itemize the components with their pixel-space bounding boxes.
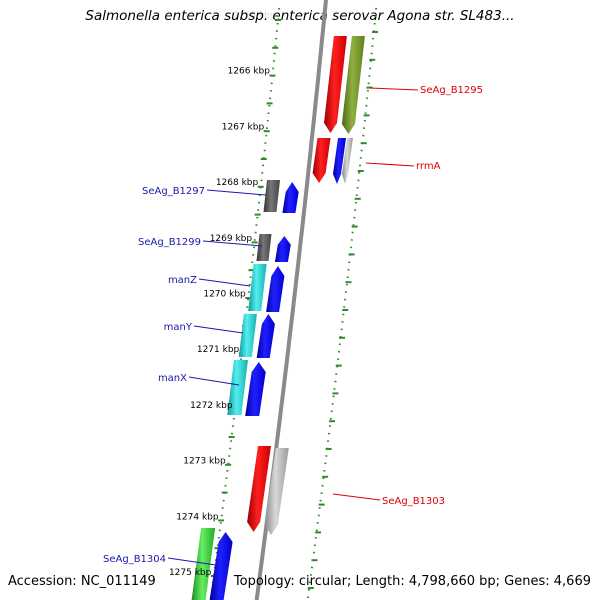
- gene-feature-12[interactable]: [238, 314, 257, 357]
- map-title: Salmonella enterica subsp. enterica sero…: [85, 8, 515, 24]
- gene-feature-15[interactable]: [245, 362, 266, 416]
- gene-feature-18[interactable]: [191, 528, 216, 600]
- gene-label[interactable]: SeAg_B1304: [103, 554, 166, 565]
- ruler-label: 1272 kbp: [190, 401, 233, 411]
- leader-line: [202, 240, 263, 247]
- ruler-label: 1265 kbp: [233, 11, 276, 21]
- leader-line: [193, 325, 244, 334]
- gene-labels: SeAg_B1295 rrmA SeAg_B1297 SeAg_B1299 manZ ma…: [103, 85, 483, 566]
- ruler-label: 1270 kbp: [203, 290, 246, 300]
- gene-feature-4[interactable]: [333, 138, 346, 184]
- gene-feature-3[interactable]: [312, 138, 331, 183]
- leader-line: [198, 278, 251, 287]
- leader-line: [206, 189, 267, 196]
- gene-feature-1[interactable]: [324, 36, 347, 133]
- leader-line: [167, 557, 217, 566]
- ruler-labels: 1265 kbp 1266 kbp 1267 kbp 1268 kbp 1269 kbp…: [169, 11, 276, 578]
- ruler-label: 1274 kbp: [176, 512, 219, 522]
- gene-feature-19[interactable]: [209, 532, 233, 600]
- gene-label[interactable]: SeAg_B1299: [138, 237, 201, 248]
- gene-feature-2[interactable]: [341, 36, 365, 134]
- ruler-label: 1267 kbp: [222, 122, 265, 132]
- accession-text: Accession: NC_011149: [8, 574, 156, 589]
- gene-feature-13[interactable]: [256, 314, 275, 358]
- gene-label[interactable]: SeAg_B1303: [382, 496, 445, 507]
- gene-label[interactable]: rrmA: [416, 161, 441, 172]
- leader-line: [188, 376, 240, 386]
- ruler-label: 1275 kbp: [169, 568, 212, 578]
- gene-feature-11[interactable]: [266, 266, 285, 312]
- gene-feature-17[interactable]: [264, 448, 289, 535]
- gene-feature-14[interactable]: [227, 360, 248, 415]
- ruler-label: 1266 kbp: [228, 67, 271, 77]
- ruler-label: 1273 kbp: [183, 457, 226, 467]
- gene-label[interactable]: SeAg_B1295: [420, 85, 483, 96]
- gene-feature-16[interactable]: [247, 446, 271, 532]
- gene-feature-8[interactable]: [256, 234, 272, 261]
- gene-feature-9[interactable]: [274, 236, 291, 262]
- gene-feature-10[interactable]: [248, 264, 267, 311]
- gene-label[interactable]: manY: [164, 322, 193, 333]
- gene-feature-6[interactable]: [263, 180, 281, 212]
- gene-features: [191, 36, 365, 600]
- gene-label[interactable]: SeAg_B1297: [142, 186, 205, 197]
- leader-line: [365, 162, 415, 167]
- leader-line: [332, 493, 381, 501]
- topology-text: Topology: circular; Length: 4,798,660 bp…: [233, 574, 591, 589]
- gene-feature-7[interactable]: [282, 182, 299, 213]
- ruler-label: 1268 kbp: [216, 178, 259, 188]
- ruler-label: 1271 kbp: [197, 345, 240, 355]
- gene-label[interactable]: manZ: [168, 275, 197, 286]
- gene-feature-5[interactable]: [342, 138, 353, 184]
- gene-label[interactable]: manX: [158, 373, 187, 384]
- leader-line: [369, 87, 419, 91]
- ruler-label: 1269 kbp: [210, 234, 253, 244]
